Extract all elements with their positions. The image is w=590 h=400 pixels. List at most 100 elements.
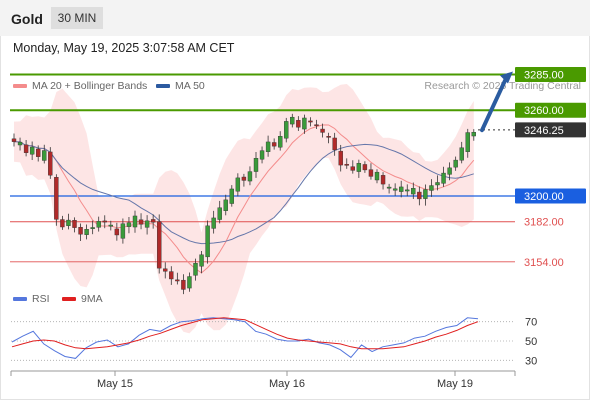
candle [338,144,343,172]
candle [72,217,77,233]
candle [271,138,277,150]
candle [459,141,464,164]
timestamp: Monday, May 19, 2025 3:07:58 AM CET [13,41,235,55]
candle-body [411,188,416,195]
candle [326,132,331,144]
candle-body [399,186,404,192]
ma50-line [13,141,474,245]
candle-body [380,175,386,185]
candle [175,272,180,285]
candle [278,131,283,151]
candle-body [187,276,192,289]
candle-body [368,169,374,177]
candle [429,179,434,197]
candle [217,200,222,224]
candle [156,214,162,274]
candle-body [48,151,53,176]
legend-ma50-label: MA 50 [175,80,205,92]
candle [187,272,192,292]
candle [380,172,386,190]
candle-body [217,207,222,220]
candle [356,159,362,178]
candle [284,117,289,143]
candle [308,117,313,127]
candle-body [423,189,428,199]
candle [471,129,476,141]
candle-body [163,268,168,272]
candle [90,220,95,235]
candle [314,119,319,130]
chart-header: Gold 30 MIN [0,0,590,36]
candle [241,173,247,187]
candle [23,140,29,157]
x-tick-label: May 16 [269,378,305,390]
candle [102,215,107,229]
candle [235,173,241,197]
legend-ma50-swatch [156,84,170,89]
level-label-box-resistance [515,66,586,82]
candle-body [169,271,174,280]
candle [350,160,355,174]
forecast-arrow-head [500,71,513,84]
rsi-level-label: 50 [525,336,537,348]
level-label-resistance: 3285.00 [524,69,564,81]
candle [138,213,144,230]
ma20-line [13,124,475,274]
bollinger-band-fill [14,84,474,334]
candle-body [229,188,235,204]
candle [163,262,168,279]
candle-body [308,120,313,123]
candle [48,147,53,179]
candle-body [259,150,265,160]
candle [320,123,325,138]
candle [447,162,452,181]
candle [399,180,404,198]
candle [362,161,368,173]
rsi-level-label: 30 [525,355,537,367]
x-tick-label: May 19 [437,378,473,390]
candle-body [199,254,204,267]
legend-9ma: 9MA [62,293,103,305]
candle-body [435,182,440,186]
candle-body [278,136,283,148]
legend-rsi-swatch [13,297,27,302]
candle [223,194,228,216]
legend-ma50: MA 50 [156,80,205,92]
candle-body [54,177,59,220]
candle [60,215,65,230]
legend-bollinger-swatch [13,84,27,89]
candle-body [350,166,355,171]
candle-body [211,217,216,229]
candle [344,158,349,169]
candle-body [344,163,349,166]
level-label-pivot: 3200.00 [524,191,564,203]
candle-body [23,144,29,153]
candle [290,113,295,128]
candle [211,210,216,234]
candle [144,215,150,235]
candle-body [205,225,210,258]
candle-body [405,189,410,192]
candle [42,144,47,164]
level-label-last-price: 3246.25 [524,125,564,137]
legend-rsi-label: RSI [32,293,50,305]
candle-body [374,171,380,181]
candle-body [36,148,41,157]
candle-body [453,159,458,168]
timeframe-badge[interactable]: 30 MIN [51,7,103,29]
candle-body [126,222,132,227]
candle-body [235,177,241,192]
candle-body [271,142,277,147]
candle [132,210,138,233]
candle-body [356,163,362,172]
candle [296,116,301,131]
candle [96,216,101,232]
candle-body [429,185,434,191]
candle [84,224,89,240]
candle [386,183,392,194]
candle-body [338,150,343,166]
candle-body [253,158,259,172]
candle-body [459,147,464,161]
level-label-box-pivot [515,188,586,204]
candle-body [392,188,398,191]
